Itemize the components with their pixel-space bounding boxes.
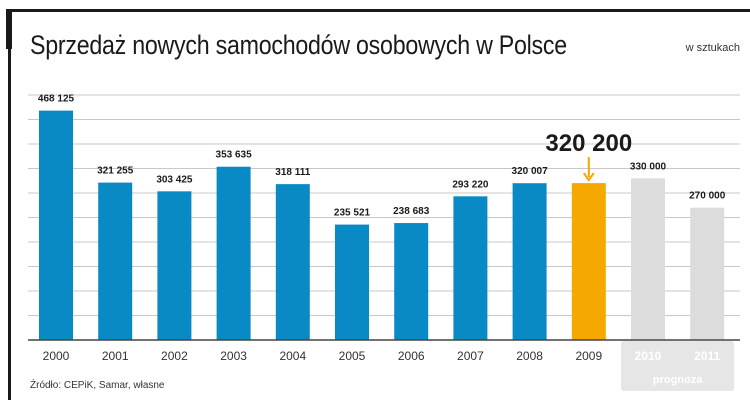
bar-2011 xyxy=(690,207,725,340)
data-label-2003: 353 635 xyxy=(216,150,253,161)
data-label-2011: 270 000 xyxy=(689,191,726,202)
data-label-2005: 235 521 xyxy=(334,208,371,219)
bar-2004 xyxy=(275,184,310,340)
tick-label-2011: 2011 xyxy=(694,349,720,363)
bar-2006 xyxy=(394,223,429,340)
data-label-2000: 468 125 xyxy=(38,94,75,105)
unit-label: w sztukach xyxy=(685,42,740,54)
data-label-2001: 321 255 xyxy=(97,166,134,177)
tick-label-2002: 2002 xyxy=(161,349,188,363)
data-label-2004: 318 111 xyxy=(275,167,310,178)
tick-label-2001: 2001 xyxy=(102,349,129,363)
tick-label-2009: 2009 xyxy=(575,349,602,363)
data-label-2009: 320 200 xyxy=(545,130,632,157)
tick-label-2010: 2010 xyxy=(635,349,662,363)
tick-label-2008: 2008 xyxy=(516,349,543,363)
tick-label-2006: 2006 xyxy=(398,349,425,363)
tick-label-2004: 2004 xyxy=(279,349,306,363)
bar-2007 xyxy=(453,196,488,340)
data-label-2010: 330 000 xyxy=(630,161,667,172)
tick-label-2007: 2007 xyxy=(457,349,484,363)
data-label-2007: 293 220 xyxy=(452,179,489,190)
forecast-label: prognoza xyxy=(653,374,703,386)
highlight-arrow-icon xyxy=(582,172,595,182)
data-label-2008: 320 007 xyxy=(512,166,549,177)
bar-2001 xyxy=(98,182,133,340)
frame-left-rule xyxy=(8,9,11,400)
forecast-label-box xyxy=(621,341,735,391)
chart-title: Sprzedaż nowych samochodów osobowych w P… xyxy=(30,30,567,60)
data-label-2006: 238 683 xyxy=(393,206,430,217)
bar-2010 xyxy=(631,178,665,340)
tick-label-2003: 2003 xyxy=(220,349,247,363)
tick-label-2000: 2000 xyxy=(43,349,70,363)
bar-2008 xyxy=(512,183,547,340)
frame-corner xyxy=(6,9,12,49)
source-note: Źródło: CEPiK, Samar, własne xyxy=(30,380,165,391)
frame-top-rule xyxy=(8,9,750,12)
bar-2002 xyxy=(157,191,192,340)
data-label-2002: 303 425 xyxy=(156,174,193,185)
tick-label-2005: 2005 xyxy=(339,349,366,363)
bar-2009 xyxy=(571,183,606,340)
bar-2000 xyxy=(39,110,73,341)
bar-2005 xyxy=(335,224,369,340)
bar-2003 xyxy=(216,166,251,340)
